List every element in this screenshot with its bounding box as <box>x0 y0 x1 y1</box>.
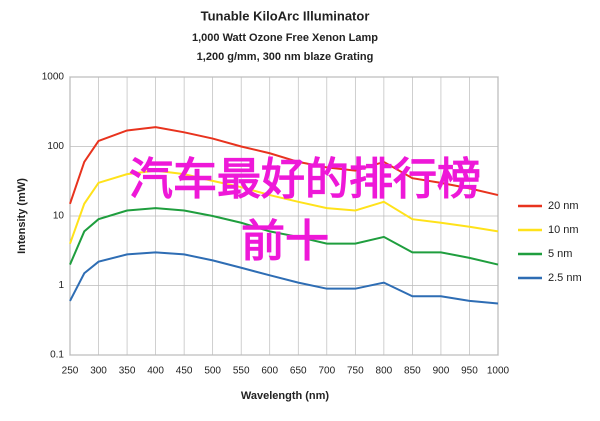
x-tick-label: 500 <box>204 366 221 377</box>
x-tick-label: 300 <box>90 366 107 377</box>
x-tick-label: 700 <box>318 366 335 377</box>
legend-label: 20 nm <box>548 200 579 212</box>
y-tick-label: 0.1 <box>50 350 64 361</box>
x-tick-label: 450 <box>176 366 193 377</box>
x-tick-label: 850 <box>404 366 421 377</box>
overlay-text: 前十 <box>241 216 329 267</box>
x-tick-label: 750 <box>347 366 364 377</box>
chart-title: Tunable KiloArc Illuminator <box>201 8 370 23</box>
chart-subtitle: 1,200 g/mm, 300 nm blaze Grating <box>197 51 374 63</box>
y-tick-label: 1 <box>58 280 64 291</box>
legend-label: 5 nm <box>548 248 572 260</box>
legend-label: 2.5 nm <box>548 272 582 284</box>
x-tick-label: 950 <box>461 366 478 377</box>
x-tick-label: 650 <box>290 366 307 377</box>
x-axis-label: Wavelength (nm) <box>241 390 330 402</box>
overlay-text: 汽车最好的排行榜 <box>129 154 481 205</box>
x-tick-label: 600 <box>261 366 278 377</box>
x-tick-label: 800 <box>376 366 393 377</box>
x-tick-label: 250 <box>62 366 79 377</box>
x-tick-label: 350 <box>119 366 136 377</box>
y-tick-label: 10 <box>53 211 65 222</box>
data-line <box>69 126 499 205</box>
x-tick-label: 900 <box>433 366 450 377</box>
y-axis-label: Intensity (mW) <box>16 178 28 254</box>
chart-subtitle: 1,000 Watt Ozone Free Xenon Lamp <box>192 32 378 44</box>
y-tick-label: 1000 <box>42 72 65 83</box>
x-tick-label: 1000 <box>487 366 510 377</box>
y-tick-label: 100 <box>47 141 64 152</box>
data-line <box>69 207 499 266</box>
x-tick-label: 400 <box>147 366 164 377</box>
legend-label: 10 nm <box>548 224 579 236</box>
x-tick-label: 550 <box>233 366 250 377</box>
data-line <box>69 251 499 305</box>
data-line <box>69 169 499 244</box>
